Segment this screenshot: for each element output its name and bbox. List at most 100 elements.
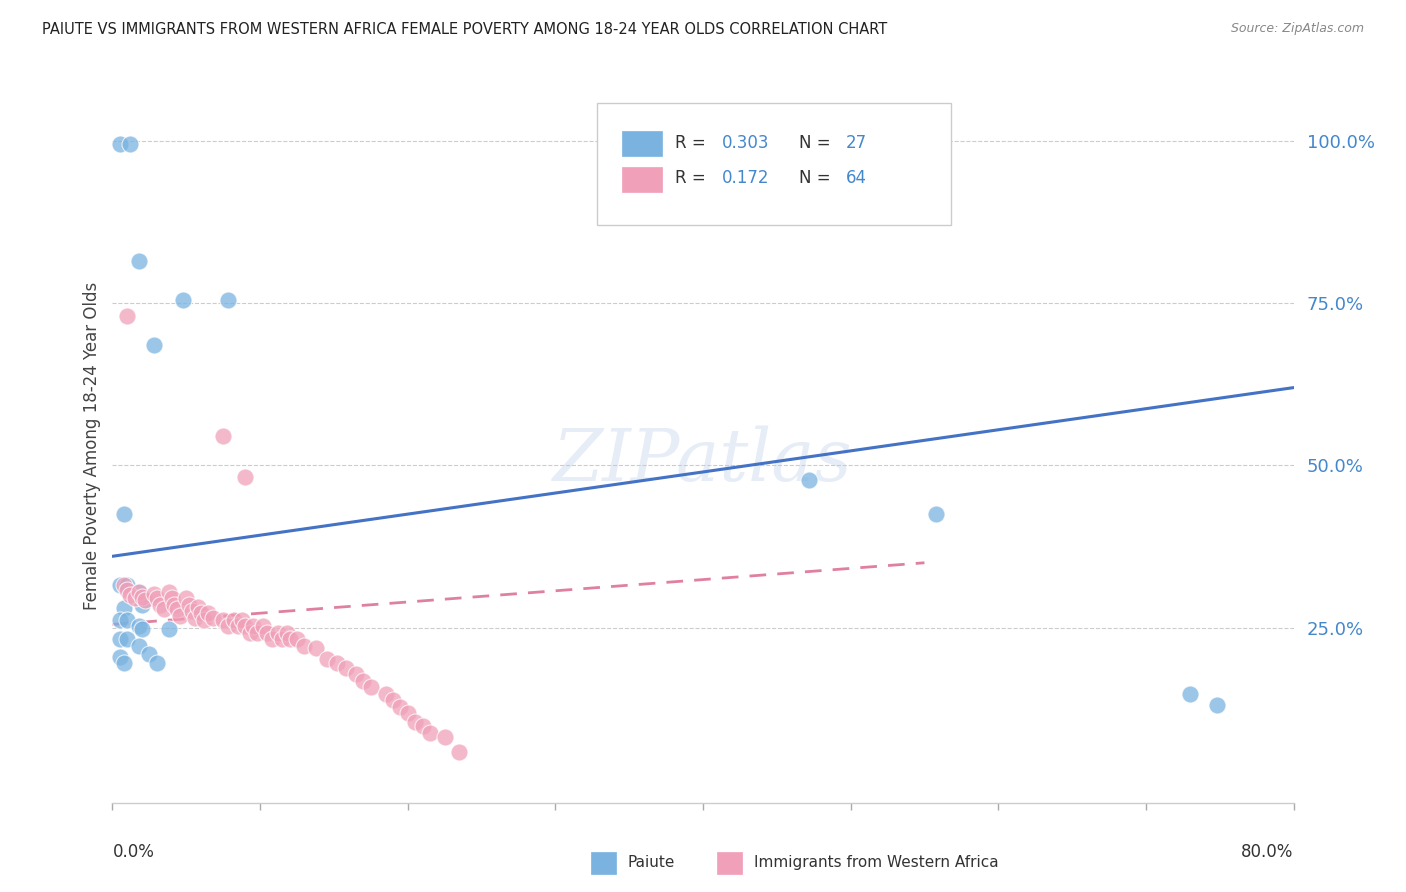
Point: [326, 657, 349, 671]
Point: [117, 310, 138, 324]
Point: [276, 625, 298, 640]
Point: [117, 613, 138, 627]
Point: [142, 587, 165, 601]
Point: [131, 590, 153, 604]
Point: [1178, 687, 1201, 701]
Point: [187, 599, 209, 614]
Point: [117, 578, 138, 592]
Point: [217, 619, 239, 633]
Point: [120, 137, 142, 152]
Text: R =: R =: [675, 134, 710, 152]
Point: [146, 591, 169, 606]
Point: [222, 613, 245, 627]
Point: [212, 429, 235, 443]
Point: [108, 613, 131, 627]
Point: [174, 591, 197, 606]
Point: [181, 604, 204, 618]
Point: [389, 699, 412, 714]
FancyBboxPatch shape: [596, 103, 950, 225]
Point: [285, 632, 308, 647]
Point: [172, 293, 194, 307]
Point: [246, 625, 269, 640]
Point: [344, 667, 367, 681]
Text: 0.0%: 0.0%: [112, 843, 155, 861]
Point: [157, 585, 180, 599]
Point: [231, 613, 253, 627]
Point: [112, 601, 135, 615]
Point: [260, 632, 283, 647]
Point: [112, 578, 135, 592]
Text: 80.0%: 80.0%: [1241, 843, 1294, 861]
Point: [239, 625, 262, 640]
Text: N =: N =: [799, 169, 835, 187]
Point: [1205, 698, 1227, 713]
Point: [335, 661, 357, 675]
Point: [382, 693, 405, 707]
FancyBboxPatch shape: [621, 167, 662, 192]
Text: N =: N =: [799, 134, 835, 152]
Point: [163, 598, 186, 612]
Point: [153, 602, 176, 616]
Point: [212, 613, 235, 627]
Point: [433, 730, 456, 744]
Point: [252, 619, 274, 633]
Point: [374, 687, 396, 701]
Point: [201, 611, 224, 625]
Text: ZIPatlas: ZIPatlas: [553, 425, 853, 496]
Point: [233, 470, 256, 484]
Point: [242, 619, 264, 633]
Point: [449, 745, 471, 759]
Point: [128, 619, 150, 633]
Point: [197, 607, 219, 621]
Point: [108, 137, 131, 152]
Point: [256, 625, 278, 640]
Point: [411, 719, 433, 733]
Point: [217, 293, 239, 307]
Text: Paiute: Paiute: [627, 855, 675, 870]
Point: [315, 652, 337, 666]
Point: [352, 673, 374, 688]
Point: [278, 632, 301, 647]
Point: [193, 613, 215, 627]
Text: Immigrants from Western Africa: Immigrants from Western Africa: [754, 855, 998, 870]
Point: [160, 591, 183, 606]
Text: 64: 64: [846, 169, 868, 187]
Text: R =: R =: [675, 169, 716, 187]
Y-axis label: Female Poverty Among 18-24 Year Olds: Female Poverty Among 18-24 Year Olds: [83, 282, 101, 610]
Point: [190, 607, 212, 621]
Point: [131, 622, 153, 636]
Point: [157, 622, 180, 636]
Point: [419, 725, 441, 739]
Point: [169, 609, 191, 624]
Point: [233, 619, 256, 633]
Point: [292, 639, 315, 653]
Point: [149, 598, 172, 612]
Point: [271, 632, 294, 647]
Point: [142, 338, 165, 352]
Text: PAIUTE VS IMMIGRANTS FROM WESTERN AFRICA FEMALE POVERTY AMONG 18-24 YEAR OLDS CO: PAIUTE VS IMMIGRANTS FROM WESTERN AFRICA…: [42, 22, 887, 37]
Point: [117, 632, 138, 647]
Point: [128, 585, 150, 599]
Point: [305, 641, 328, 656]
Point: [124, 591, 146, 606]
Point: [799, 473, 821, 487]
Point: [396, 706, 419, 721]
Point: [108, 578, 131, 592]
Point: [226, 619, 249, 633]
Point: [128, 639, 150, 653]
Point: [112, 507, 135, 521]
Text: 0.172: 0.172: [721, 169, 769, 187]
Point: [120, 588, 142, 602]
Point: [184, 611, 207, 625]
Point: [117, 582, 138, 597]
Point: [131, 598, 153, 612]
Text: 0.303: 0.303: [721, 134, 769, 152]
Point: [138, 647, 160, 661]
Point: [108, 632, 131, 647]
Point: [166, 602, 188, 616]
Point: [112, 657, 135, 671]
Point: [128, 254, 150, 268]
Point: [108, 649, 131, 664]
FancyBboxPatch shape: [621, 131, 662, 156]
Point: [146, 657, 169, 671]
